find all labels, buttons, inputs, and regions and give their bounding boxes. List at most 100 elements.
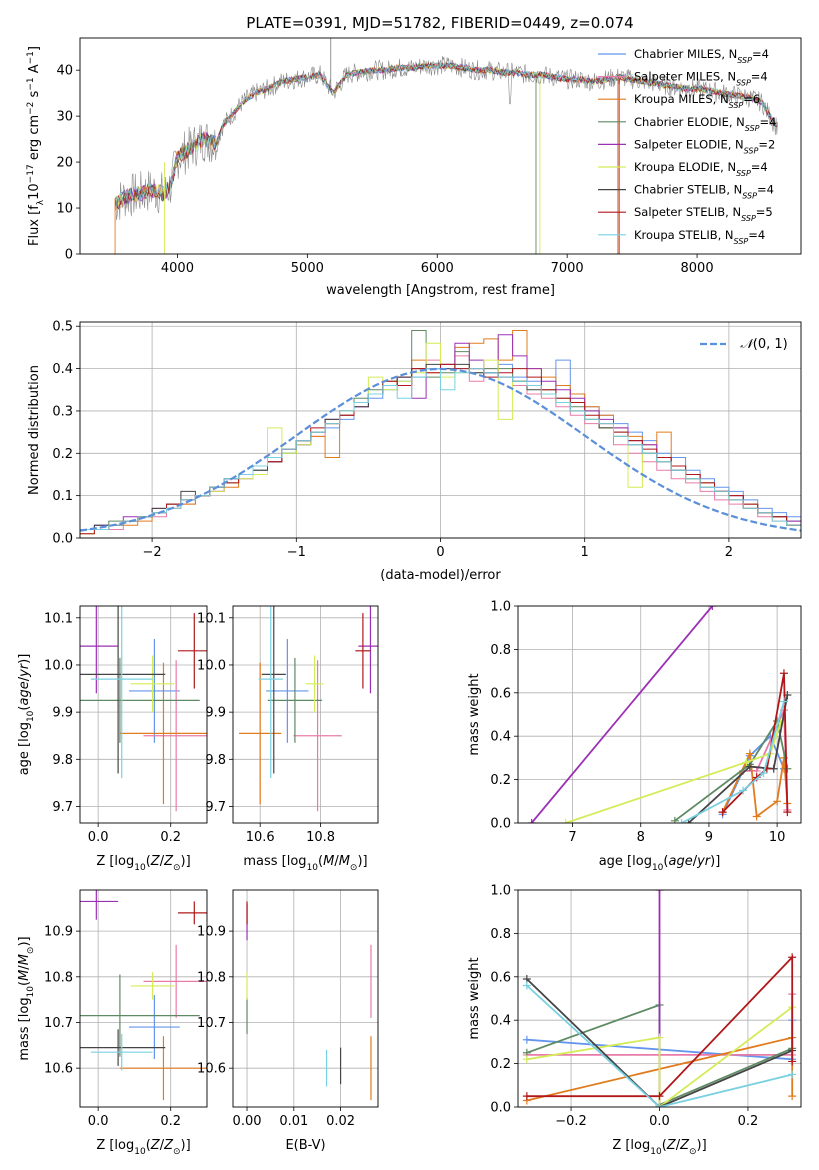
x-axis-label: Z [log10(Z/Z⊙)] — [96, 854, 190, 873]
x-tick-label: 0 — [436, 545, 444, 560]
y-tick-label: 30 — [56, 110, 73, 125]
legend-entry: 𝒩(0, 1) — [740, 337, 787, 352]
y-tick-label: 10.0 — [197, 658, 226, 673]
x-tick-label: 0.2 — [160, 830, 181, 845]
x-tick-label: 10.6 — [246, 830, 275, 845]
x-tick-label: 10.8 — [306, 830, 335, 845]
x-tick-label: 0.0 — [649, 1114, 670, 1129]
axes-frame — [517, 605, 802, 824]
y-tick-label: 0.2 — [490, 1057, 511, 1072]
x-tick-label: 7000 — [551, 261, 584, 276]
x-tick-label: 0.01 — [279, 1114, 308, 1129]
y-tick-label: 0.3 — [52, 404, 73, 419]
weight-line — [530, 606, 713, 823]
y-tick-label: 0.6 — [490, 970, 511, 985]
axes-frame — [232, 605, 379, 824]
weight-marker — [752, 812, 761, 821]
x-tick-label: 6000 — [421, 261, 454, 276]
x-axis-label: Z [log10(Z/Z⊙)] — [612, 1138, 706, 1157]
legend-entry: Kroupa MILES, NSSP=6 — [634, 92, 760, 110]
x-tick-label: 2 — [725, 545, 733, 560]
weight-marker — [655, 890, 664, 894]
x-axis-label: wavelength [Angstrom, rest frame] — [326, 283, 555, 298]
weight-line — [526, 978, 793, 1107]
legend-entry: Salpeter MILES, NSSP=4 — [634, 70, 768, 88]
y-tick-label: 0.8 — [490, 927, 511, 942]
gaussian-curve — [80, 367, 801, 532]
y-tick-label: 10.8 — [44, 970, 73, 985]
axes-frame — [79, 321, 802, 539]
y-axis-label: age [log10(age/yr)] — [17, 654, 36, 776]
y-tick-label: 0.1 — [52, 489, 73, 504]
plot-area — [80, 330, 801, 535]
weight-marker — [788, 1070, 797, 1079]
panel-mass_vs_Z: 0.0 0.2 10.6 10.7 10.8 10.9 Z [log10(Z/Z⊙)] mas… — [17, 889, 208, 1157]
panel-age_vs_mass: 10.6 10.8 9.7 9.8 9.9 10.0 10.1 mass [log10(M/M… — [197, 605, 379, 873]
y-tick-label: 0.0 — [52, 532, 73, 547]
model-spectrum-line — [114, 61, 778, 208]
y-tick-label: 10.6 — [197, 1062, 226, 1077]
x-tick-label: −0.2 — [555, 1114, 587, 1129]
weight-marker — [788, 1092, 797, 1101]
weight-marker — [779, 697, 788, 706]
legend-entry: Chabrier STELIB, NSSP=4 — [634, 183, 774, 201]
legend-entry: Salpeter STELIB, NSSP=5 — [634, 205, 773, 223]
legend-entry: Salpeter ELODIE, NSSP=2 — [634, 137, 775, 155]
weight-marker — [522, 1035, 531, 1044]
weight-marker — [788, 1057, 797, 1066]
x-tick-label: 0.2 — [160, 1114, 181, 1129]
y-tick-label: 9.7 — [52, 800, 73, 815]
x-axis-label: Z [log10(Z/Z⊙)] — [96, 1138, 190, 1157]
plot-area — [527, 606, 792, 823]
y-tick-label: 9.7 — [205, 800, 226, 815]
x-tick-label: 1 — [581, 545, 589, 560]
weight-marker — [745, 749, 754, 758]
axes-frame — [79, 37, 802, 255]
legend-entry: Kroupa ELODIE, NSSP=4 — [634, 160, 768, 178]
panel-weight_vs_Z: −0.2 0.0 0.2 0.0 0.2 0.4 0.6 0.8 1.0 Z [log10(Z/Z… — [467, 884, 802, 1157]
panel-mass_vs_ebv: 0.00 0.01 0.02 10.6 10.7 10.8 10.9 E(B-V) — [197, 889, 379, 1153]
y-axis-label: mass weight — [467, 673, 482, 755]
x-tick-label: −1 — [287, 545, 306, 560]
y-tick-label: 9.9 — [52, 706, 73, 721]
axes-frame — [79, 889, 208, 1108]
y-axis-label: Flux [fλ10−17 erg cm−2 s−1 A−1] — [26, 46, 46, 246]
legend-entry: Kroupa STELIB, NSSP=4 — [634, 228, 765, 246]
weight-line — [526, 955, 794, 1098]
weight-marker — [718, 808, 727, 817]
weight-marker — [783, 808, 792, 817]
y-tick-label: 0.0 — [490, 817, 511, 832]
axes-frame — [517, 889, 802, 1108]
plot-area — [80, 890, 207, 1101]
weight-line — [526, 984, 793, 1107]
legend-entry: Chabrier MILES, NSSP=4 — [634, 47, 769, 65]
figure-title: PLATE=0391, MJD=51782, FIBERID=0449, z=0… — [246, 14, 633, 32]
weight-marker — [739, 786, 748, 795]
y-tick-label: 9.8 — [52, 753, 73, 768]
weight-line — [687, 694, 789, 823]
y-tick-label: 0.6 — [490, 686, 511, 701]
axes-frame — [79, 605, 208, 824]
x-axis-label: E(B-V) — [285, 1138, 325, 1153]
y-axis-label: Normed distribution — [27, 365, 42, 495]
weight-marker — [769, 764, 778, 773]
panel-age_vs_Z: 0.0 0.2 9.7 9.8 9.9 10.0 10.1 Z [log10(Z/Z⊙)] ag… — [17, 605, 208, 873]
y-tick-label: 0.0 — [490, 1101, 511, 1116]
x-tick-label: −2 — [143, 545, 162, 560]
panel-weight_vs_age: 7 8 9 10 0.0 0.2 0.4 0.6 0.8 1.0 age [log10(age/yr… — [467, 600, 802, 873]
x-tick-label: 5000 — [291, 261, 324, 276]
plot-area — [522, 890, 797, 1107]
x-tick-label: 9 — [705, 830, 713, 845]
y-tick-label: 0.4 — [490, 730, 511, 745]
weight-line — [681, 701, 785, 823]
panel-residuals: −2 −1 0 1 2 0.0 0.1 0.2 0.3 0.4 0.5 𝒩(0, 1) (data-mo… — [27, 320, 802, 583]
weight-line — [526, 1006, 793, 1107]
weight-marker — [742, 758, 751, 767]
panel-spectrum: 4000 5000 6000 7000 8000 0 10 20 30 40 Chabrier MI… — [26, 37, 802, 298]
y-tick-label: 20 — [56, 156, 73, 171]
y-tick-label: 0.8 — [490, 643, 511, 658]
y-tick-label: 0 — [65, 248, 73, 263]
y-tick-label: 9.8 — [205, 753, 226, 768]
weight-marker — [655, 1092, 664, 1101]
